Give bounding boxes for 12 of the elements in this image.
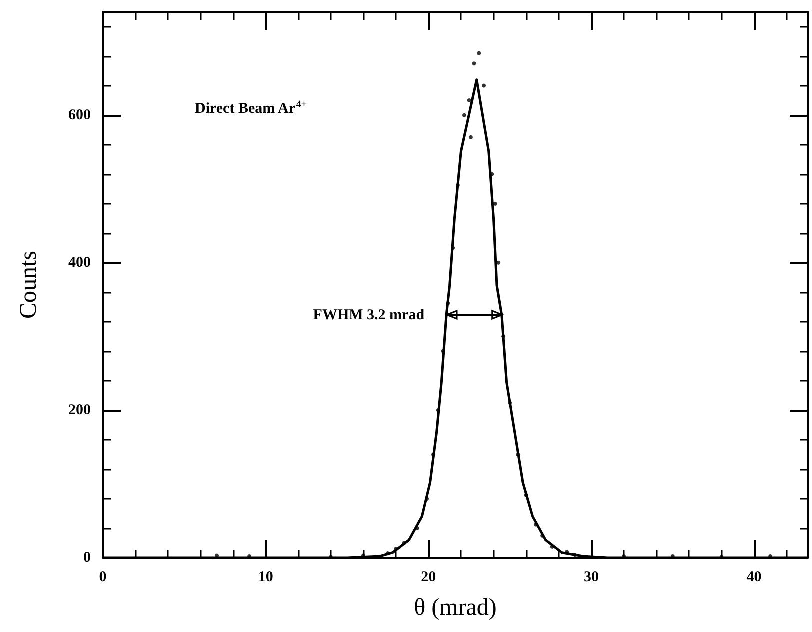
y-tick-label: 0 [84,550,91,566]
y-tick-label: 200 [68,402,91,418]
y-axis-title: Counts [16,250,42,320]
x-tick-label: 0 [99,570,107,586]
x-tick-label: 30 [584,570,599,586]
x-tick-label: 20 [421,570,436,586]
x-tick-label: 10 [258,570,274,586]
y-tick-label: 600 [68,107,91,124]
x-axis-title: θ (mrad) [414,595,497,621]
annotation: FWHM 3.2 mrad [313,307,426,324]
x-tick-label: 40 [746,570,762,586]
y-tick-label: 400 [68,254,91,271]
